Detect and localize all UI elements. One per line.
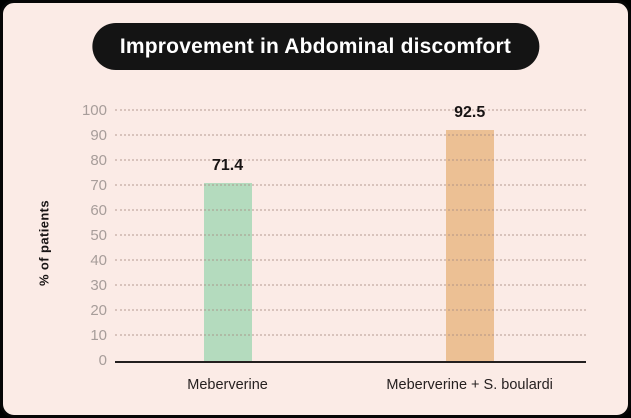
gridline-10 (115, 334, 586, 336)
gridline-40 (115, 259, 586, 261)
plot-area: 0 10 20 30 40 50 60 70 80 90 100 71.4 92.5 (82, 102, 586, 369)
y-tick-label-90: 90 (90, 127, 107, 144)
y-tick-label-10: 10 (90, 327, 107, 344)
bar-value-label-meberverine: 71.4 (211, 156, 244, 174)
y-tick-label-40: 40 (90, 252, 107, 269)
gridline-50 (115, 234, 586, 236)
y-tick-label-0: 0 (98, 352, 107, 369)
x-category-label-meberverine-s-boulardi: Meberverine + S. boulardi (386, 377, 553, 393)
gridline-80 (115, 159, 586, 161)
y-axis-title: % of patients (36, 199, 52, 287)
y-tick-label-50: 50 (90, 227, 107, 244)
gridline-20 (115, 309, 586, 311)
bar-meberverine-s-boulardi (445, 129, 494, 361)
gridline-30 (115, 284, 586, 286)
chart-title: Improvement in Abdominal discomfort (119, 34, 512, 58)
y-tick-label-100: 100 (81, 102, 107, 119)
y-tick-label-70: 70 (90, 177, 107, 194)
y-tick-label-30: 30 (90, 277, 107, 294)
bar-value-label-meberverine-s-boulardi: 92.5 (454, 103, 486, 121)
y-tick-label-80: 80 (90, 152, 107, 169)
gridline-70 (115, 184, 586, 186)
x-category-label-meberverine: Meberverine (187, 377, 268, 393)
gridline-60 (115, 209, 586, 211)
x-axis-line (115, 361, 586, 363)
chart-title-pill: Improvement in Abdominal discomfort (91, 23, 540, 70)
y-tick-label-20: 20 (90, 302, 107, 319)
x-axis-labels: Meberverine Meberverine + S. boulardi (115, 377, 586, 397)
gridline-100 (115, 109, 586, 111)
gridline-90 (115, 134, 586, 136)
y-tick-label-60: 60 (90, 202, 107, 219)
bar-meberverine (203, 182, 252, 361)
